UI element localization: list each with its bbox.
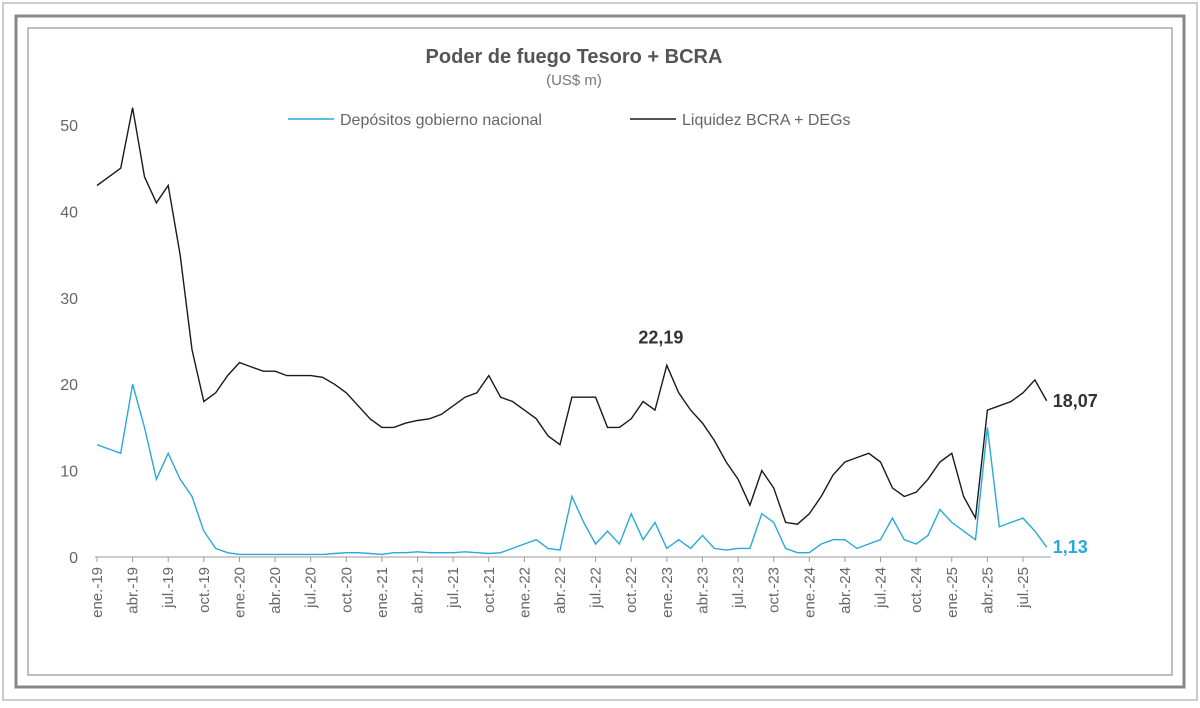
x-tick-label: abr.-24	[837, 567, 854, 614]
x-tick-label: jul.-20	[303, 567, 320, 609]
legend: Depósitos gobierno nacional Liquidez BCRA…	[288, 112, 851, 129]
x-tick-label: ene.-19	[89, 567, 106, 618]
x-tick-label: jul.-23	[730, 567, 747, 609]
y-tick-label: 10	[60, 464, 78, 481]
x-tick-label: oct.-22	[623, 567, 640, 613]
x-tick-label: abr.-25	[979, 567, 996, 614]
series-line	[96, 384, 1048, 556]
x-tick-label: oct.-20	[338, 567, 355, 613]
y-tick-label: 40	[60, 204, 78, 221]
x-tick-label: oct.-21	[481, 567, 498, 613]
value-label: 1,13	[1053, 537, 1088, 557]
x-tick-label: ene.-25	[944, 567, 961, 618]
x-tick-label: jul.-19	[160, 567, 177, 609]
x-tick-label: ene.-22	[516, 567, 533, 618]
x-tick-label: jul.-24	[873, 567, 890, 609]
x-tick-label: ene.-24	[801, 567, 818, 618]
x-tick-label: oct.-24	[908, 567, 925, 613]
x-tick-label: abr.-21	[410, 567, 427, 614]
x-tick-label: jul.-25	[1015, 567, 1032, 609]
x-tick-label: ene.-23	[659, 567, 676, 618]
legend-label: Liquidez BCRA + DEGs	[682, 112, 851, 129]
x-tick-label: oct.-23	[766, 567, 783, 613]
x-tick-label: oct.-19	[196, 567, 213, 613]
y-tick-label: 50	[60, 118, 78, 135]
y-tick-label: 0	[69, 550, 78, 567]
x-tick-label: ene.-20	[231, 567, 248, 618]
x-tick-label: ene.-21	[374, 567, 391, 618]
value-label: 18,07	[1053, 391, 1098, 411]
chart-title: Poder de fuego Tesoro + BCRA	[426, 46, 723, 68]
x-tick-label: abr.-19	[125, 567, 142, 614]
series-line	[96, 107, 1048, 525]
y-tick-label: 20	[60, 377, 78, 394]
x-tick-label: abr.-22	[552, 567, 569, 614]
chart-subtitle: (US$ m)	[546, 72, 602, 89]
x-tick-label: jul.-22	[588, 567, 605, 609]
frame	[14, 14, 1186, 689]
x-tick-label: abr.-20	[267, 567, 284, 614]
value-label: 22,19	[638, 327, 683, 347]
legend-label: Depósitos gobierno nacional	[340, 112, 542, 129]
y-tick-label: 30	[60, 291, 78, 308]
inner-frame	[27, 27, 1173, 676]
x-tick-label: jul.-21	[445, 567, 462, 609]
x-tick-label: abr.-23	[694, 567, 711, 614]
